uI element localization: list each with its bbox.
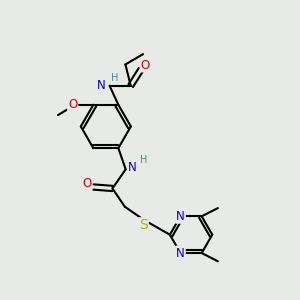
Text: N: N — [97, 79, 106, 92]
Text: O: O — [141, 58, 150, 71]
Text: N: N — [176, 247, 185, 260]
Text: H: H — [140, 155, 147, 166]
Text: O: O — [82, 177, 92, 190]
Text: S: S — [139, 218, 148, 232]
Text: O: O — [68, 98, 77, 111]
Text: N: N — [176, 210, 185, 223]
Text: H: H — [111, 73, 118, 83]
Text: N: N — [128, 161, 136, 174]
